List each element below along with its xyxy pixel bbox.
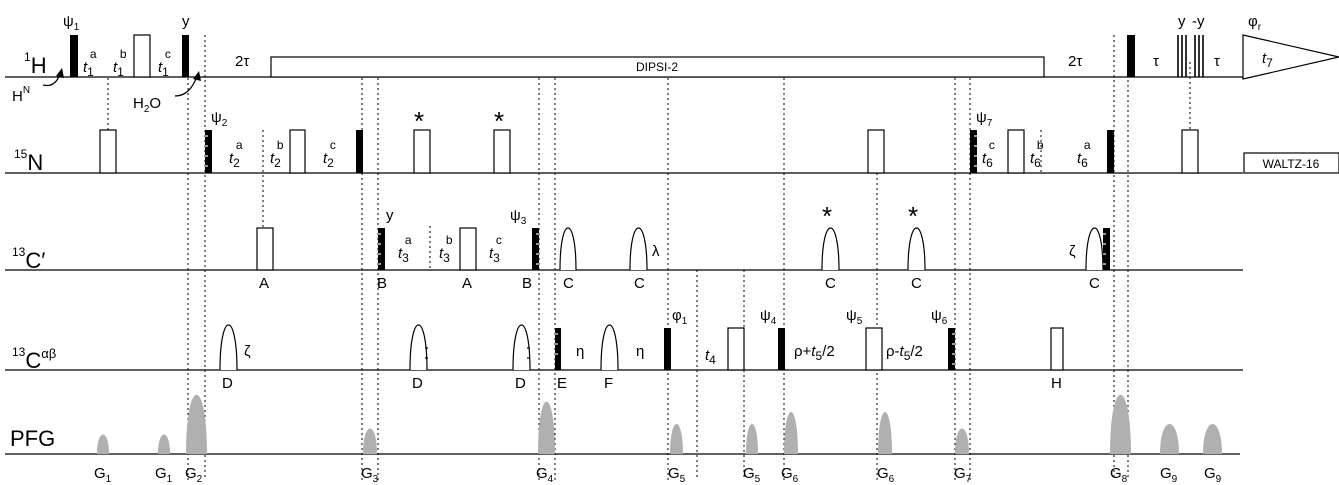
svg-text:E: E	[557, 375, 567, 392]
asterisk-1: *	[414, 106, 424, 136]
t4-label: t4	[705, 347, 716, 367]
channel-13Cprime	[256, 227, 1110, 271]
phi-r-label: φr	[1248, 13, 1262, 33]
gradient-labels: G1 G1 G2 G3 G4 G5 G5 G6 G6 G7 G8 G9 G9	[94, 465, 1222, 485]
t6a: t6a	[1077, 138, 1091, 170]
1H-watergate-pulses	[1177, 35, 1204, 77]
eta-2: η	[636, 343, 644, 360]
t7-label: t7	[1262, 50, 1273, 70]
svg-text:C: C	[563, 275, 574, 292]
t2a: t2a	[229, 138, 243, 170]
psi5-label: ψ5	[846, 307, 863, 327]
13Cprime-pulse-labels: A B A B C C C C C	[259, 275, 1100, 292]
svg-text:C: C	[825, 275, 836, 292]
asterisk-3: *	[822, 201, 832, 231]
lambda-label: λ	[652, 243, 660, 260]
13Cab-pulse-labels: D D D E F H	[222, 375, 1062, 392]
t2c: t2c	[323, 138, 336, 170]
psi6-label: ψ6	[931, 307, 948, 327]
phase-y-label: y	[182, 13, 190, 30]
phase-y-13C: y	[386, 207, 394, 224]
tau-1: τ	[1153, 53, 1159, 70]
label-PFG: PFG	[10, 426, 55, 451]
hn-label: HN	[12, 85, 30, 105]
zeta-label-cab: ζ	[244, 343, 251, 360]
h2o-label: H2O	[133, 95, 161, 115]
channel-13Calphabeta	[219, 324, 1064, 371]
psi2-label: ψ2	[211, 109, 228, 129]
t1c: t1c	[158, 47, 171, 79]
svg-text:C: C	[634, 275, 645, 292]
timing-lines	[107, 35, 1191, 480]
svg-text:G7: G7	[954, 465, 972, 485]
svg-text:G8: G8	[1110, 465, 1128, 485]
svg-text:G6: G6	[877, 465, 895, 485]
svg-text:D: D	[412, 375, 423, 392]
svg-text:H: H	[1051, 375, 1062, 392]
psi4-label: ψ4	[760, 307, 777, 327]
svg-text:G1: G1	[94, 465, 112, 485]
acquisition-fid	[1242, 34, 1339, 80]
phase-y-watergate: y	[1178, 13, 1186, 30]
t1a: t1a	[83, 47, 97, 79]
t3c: t3c	[489, 233, 502, 265]
svg-text:D: D	[222, 375, 233, 392]
pfg-gradients	[97, 394, 1222, 454]
zeta-label-13C: ζ	[1069, 243, 1076, 260]
t6b: t6b	[1030, 138, 1044, 170]
psi7-label: ψ7	[976, 109, 993, 129]
svg-text:B: B	[522, 275, 532, 292]
svg-text:G5: G5	[743, 465, 761, 485]
svg-text:G6: G6	[781, 465, 799, 485]
svg-text:G4: G4	[536, 465, 554, 485]
svg-text:A: A	[259, 275, 269, 292]
1H-180-pulse	[133, 34, 151, 78]
svg-text:G1: G1	[155, 465, 173, 485]
asterisk-4: *	[908, 201, 918, 231]
phi1-label: φ1	[672, 307, 688, 327]
rho-plus-label: ρ+t5/2	[794, 343, 835, 363]
svg-text:G5: G5	[668, 465, 686, 485]
svg-text:C: C	[1089, 275, 1100, 292]
channel-baselines	[5, 76, 1243, 455]
svg-text:G3: G3	[361, 465, 379, 485]
1H-90-pulse-end	[1127, 35, 1135, 77]
dipsi-2-block	[270, 56, 1045, 78]
channel-1H	[42, 34, 1339, 97]
label-1H: 1H	[24, 50, 47, 78]
t2b: t2b	[270, 138, 284, 170]
t1b: t1b	[113, 47, 127, 79]
waltz-16-label: WALTZ-16	[1263, 157, 1320, 171]
two-tau-1: 2τ	[235, 53, 249, 70]
t3b: t3b	[439, 233, 453, 265]
svg-text:G9: G9	[1204, 465, 1222, 485]
svg-text:A: A	[462, 275, 472, 292]
svg-text:F: F	[604, 375, 613, 392]
label-15N: 15N	[14, 147, 43, 175]
channel-15N	[99, 129, 1339, 174]
two-tau-2: 2τ	[1068, 53, 1082, 70]
t6c: t6c	[982, 138, 995, 170]
asterisk-2: *	[494, 106, 504, 136]
svg-text:C: C	[911, 275, 922, 292]
psi3-label: ψ3	[510, 207, 527, 227]
svg-text:G2: G2	[185, 465, 203, 485]
1H-90-pulse-psi1	[70, 35, 78, 77]
svg-text:B: B	[377, 275, 387, 292]
dipsi-2-label: DIPSI-2	[636, 60, 678, 74]
svg-text:G9: G9	[1160, 465, 1178, 485]
1H-90-pulse-y	[182, 35, 189, 77]
psi1-label: ψ1	[63, 13, 80, 33]
t3a: t3a	[398, 233, 412, 265]
label-13Cprime: 13C′	[12, 245, 45, 273]
phase-minus-y-watergate: -y	[1192, 13, 1205, 30]
tau-2: τ	[1214, 53, 1220, 70]
label-13Cab: 13Cαβ	[12, 345, 56, 373]
eta-1: η	[576, 343, 584, 360]
rho-minus-label: ρ-t5/2	[886, 343, 923, 363]
svg-text:D: D	[515, 375, 526, 392]
waltz-16-block	[1243, 152, 1339, 174]
